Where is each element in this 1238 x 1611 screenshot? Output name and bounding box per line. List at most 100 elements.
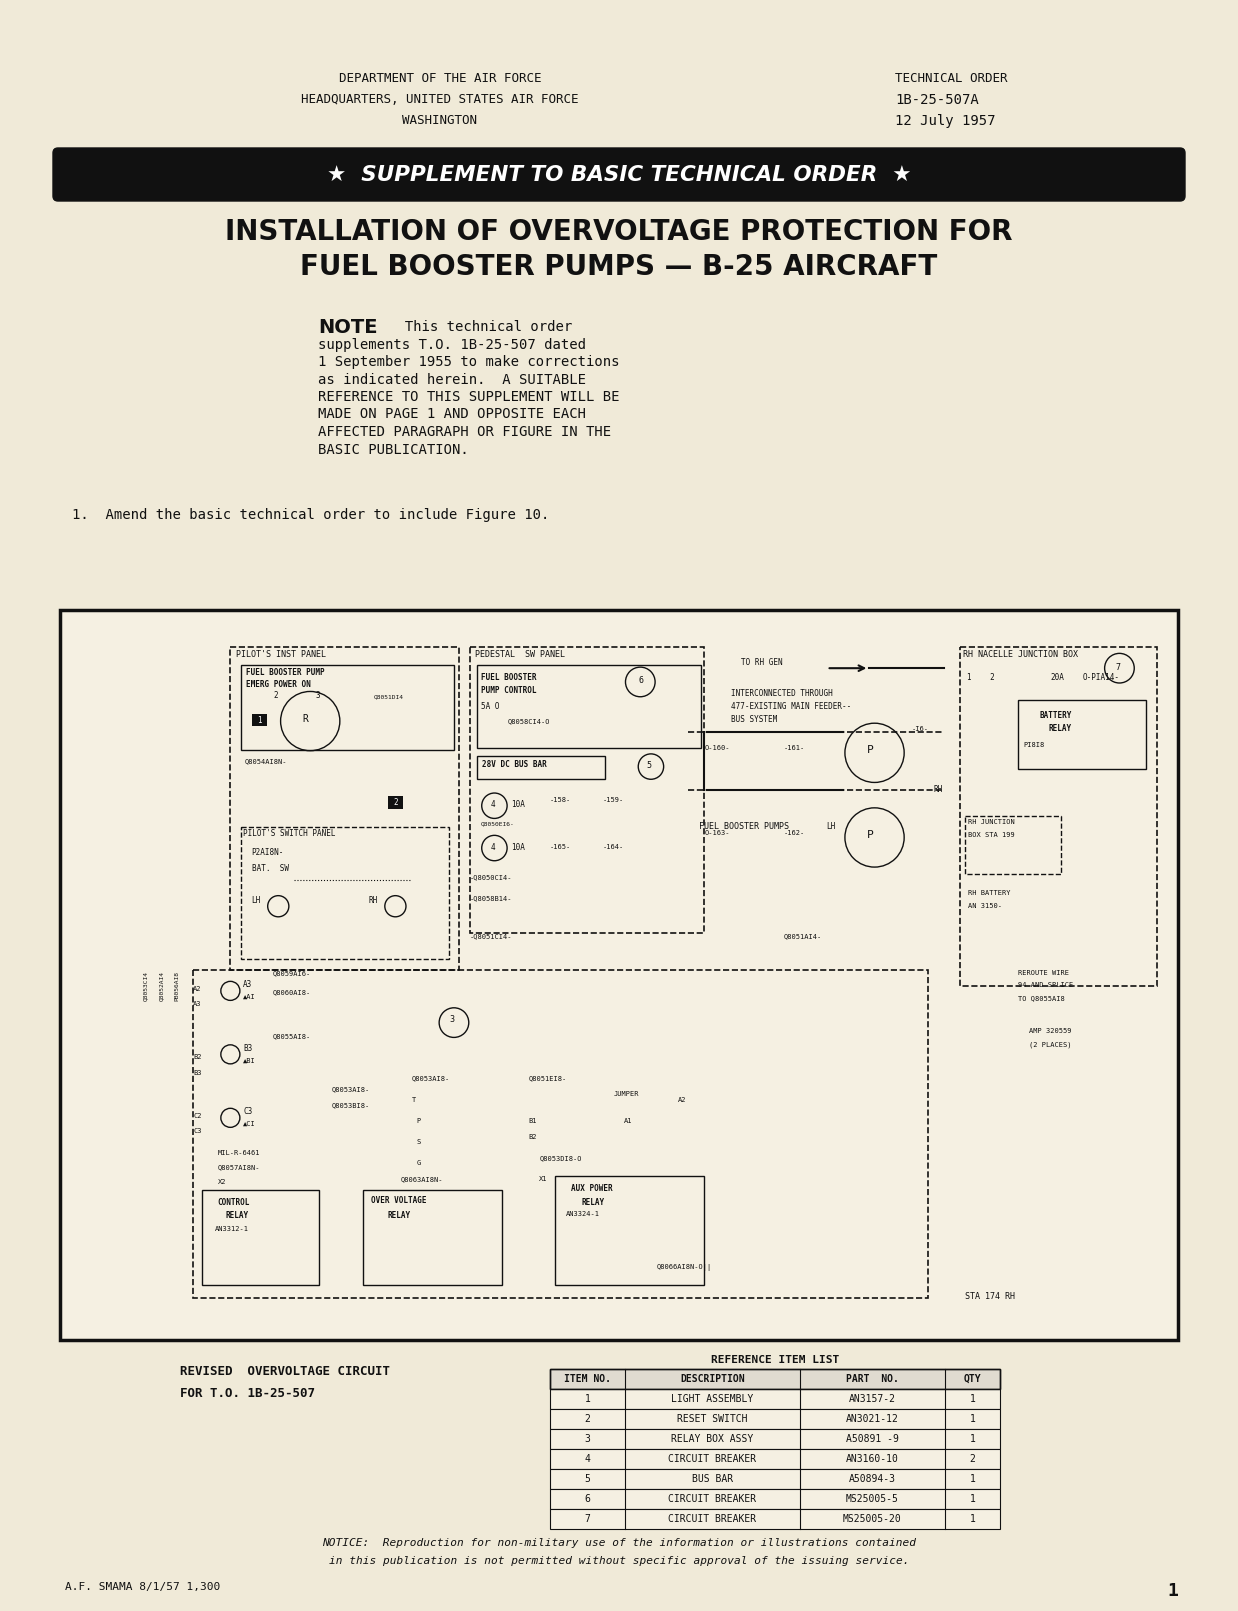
- Text: LH: LH: [827, 822, 836, 831]
- Bar: [193, 970, 927, 1298]
- Text: PEDESTAL  SW PANEL: PEDESTAL SW PANEL: [475, 651, 566, 659]
- Text: -158-: -158-: [550, 797, 571, 804]
- Text: LIGHT ASSEMBLY: LIGHT ASSEMBLY: [671, 1394, 754, 1405]
- Text: PB056AI8: PB056AI8: [175, 971, 180, 1002]
- Text: BOX STA 199: BOX STA 199: [968, 833, 1015, 838]
- Text: P: P: [867, 830, 874, 839]
- Text: FOR T.O. 1B-25-507: FOR T.O. 1B-25-507: [180, 1387, 314, 1400]
- Text: RH NACELLE JUNCTION BOX: RH NACELLE JUNCTION BOX: [963, 651, 1078, 659]
- Bar: [364, 1191, 501, 1286]
- Text: Q8050EI6-: Q8050EI6-: [480, 822, 514, 826]
- Text: JUMPER: JUMPER: [614, 1091, 639, 1097]
- Text: HEADQUARTERS, UNITED STATES AIR FORCE: HEADQUARTERS, UNITED STATES AIR FORCE: [301, 93, 578, 106]
- Text: TO RH GEN: TO RH GEN: [742, 657, 784, 667]
- Text: 1: 1: [969, 1514, 976, 1524]
- Text: 3: 3: [449, 1015, 454, 1025]
- Text: INSTALLATION OF OVERVOLTAGE PROTECTION FOR: INSTALLATION OF OVERVOLTAGE PROTECTION F…: [225, 217, 1013, 246]
- Text: AUX POWER: AUX POWER: [571, 1184, 613, 1194]
- Text: REVISED  OVERVOLTAGE CIRCUIT: REVISED OVERVOLTAGE CIRCUIT: [180, 1365, 390, 1377]
- Text: Q8052AI4: Q8052AI4: [158, 971, 163, 1002]
- Bar: [555, 1176, 704, 1286]
- Text: A3: A3: [193, 1002, 202, 1007]
- Text: CIRCUIT BREAKER: CIRCUIT BREAKER: [669, 1493, 756, 1505]
- Text: Q8053AI8-: Q8053AI8-: [411, 1076, 449, 1081]
- Text: PUMP CONTROL: PUMP CONTROL: [480, 686, 536, 696]
- Text: RESET SWITCH: RESET SWITCH: [677, 1414, 748, 1424]
- Text: -I6-: -I6-: [912, 727, 928, 733]
- Text: B3: B3: [193, 1070, 202, 1076]
- Text: X1: X1: [539, 1176, 547, 1182]
- Text: RELAY: RELAY: [387, 1211, 411, 1220]
- Text: Q8053CI4: Q8053CI4: [142, 971, 147, 1002]
- Text: AFFECTED PARAGRAPH OR FIGURE IN THE: AFFECTED PARAGRAPH OR FIGURE IN THE: [318, 425, 612, 440]
- Text: 1B-25-507A: 1B-25-507A: [895, 93, 979, 106]
- Text: ▲AI: ▲AI: [243, 994, 256, 1000]
- Bar: [387, 796, 404, 809]
- Text: RH: RH: [933, 785, 942, 794]
- Bar: [550, 1369, 1000, 1389]
- Text: B2: B2: [529, 1134, 537, 1139]
- Text: 3: 3: [316, 691, 321, 701]
- Text: RELAY BOX ASSY: RELAY BOX ASSY: [671, 1434, 754, 1443]
- Text: 1: 1: [969, 1434, 976, 1443]
- Text: Q8053BI8-: Q8053BI8-: [332, 1102, 370, 1108]
- Text: -165-: -165-: [550, 844, 571, 851]
- Text: Q8060AI8-: Q8060AI8-: [272, 989, 311, 994]
- Text: PART  NO.: PART NO.: [846, 1374, 899, 1384]
- Text: RELAY: RELAY: [1049, 725, 1071, 733]
- Text: TO Q8055AI8: TO Q8055AI8: [1019, 996, 1065, 1000]
- Text: CIRCUIT BREAKER: CIRCUIT BREAKER: [669, 1455, 756, 1464]
- Text: O-160-: O-160-: [704, 746, 729, 751]
- Text: AN3160-10: AN3160-10: [846, 1455, 899, 1464]
- Text: AMP 320559: AMP 320559: [1029, 1028, 1071, 1034]
- Text: -Q8050CI4-: -Q8050CI4-: [470, 875, 513, 881]
- Text: MADE ON PAGE 1 AND OPPOSITE EACH: MADE ON PAGE 1 AND OPPOSITE EACH: [318, 408, 586, 422]
- Text: -Q8058B14-: -Q8058B14-: [470, 896, 513, 902]
- Text: R: R: [303, 714, 308, 723]
- Text: 5A O: 5A O: [480, 702, 499, 710]
- Text: QTY: QTY: [963, 1374, 982, 1384]
- Text: 1: 1: [969, 1414, 976, 1424]
- Text: X2: X2: [218, 1179, 227, 1186]
- Text: DESCRIPTION: DESCRIPTION: [680, 1374, 745, 1384]
- Text: 4: 4: [584, 1455, 591, 1464]
- Text: (2 PLACES): (2 PLACES): [1029, 1042, 1071, 1049]
- Text: MIL-R-6461: MIL-R-6461: [218, 1150, 260, 1155]
- Text: O-163-: O-163-: [704, 830, 729, 836]
- Text: S: S: [417, 1139, 421, 1145]
- Text: RH BATTERY: RH BATTERY: [968, 891, 1010, 896]
- Text: O-PIA14-: O-PIA14-: [1082, 673, 1119, 683]
- Text: 94 AND SPLICE: 94 AND SPLICE: [1019, 983, 1073, 989]
- Text: C3: C3: [193, 1128, 202, 1134]
- Text: 2: 2: [584, 1414, 591, 1424]
- Text: 20A: 20A: [1050, 673, 1065, 683]
- Text: B1: B1: [529, 1118, 537, 1124]
- Text: CIRCUIT BREAKER: CIRCUIT BREAKER: [669, 1514, 756, 1524]
- Bar: [550, 1429, 1000, 1448]
- Bar: [470, 648, 704, 933]
- Text: PILOT'S SWITCH PANEL: PILOT'S SWITCH PANEL: [243, 830, 335, 838]
- Text: TECHNICAL ORDER: TECHNICAL ORDER: [895, 72, 1008, 85]
- Text: A3: A3: [243, 979, 253, 989]
- Text: Q8058CI4-O: Q8058CI4-O: [508, 719, 550, 723]
- Text: Q8063AI8N-: Q8063AI8N-: [401, 1176, 443, 1182]
- Text: A50894-3: A50894-3: [849, 1474, 896, 1484]
- Text: STA 174 RH: STA 174 RH: [966, 1292, 1015, 1302]
- Text: -Q8051CI4-: -Q8051CI4-: [470, 933, 513, 939]
- FancyBboxPatch shape: [53, 148, 1185, 201]
- Text: 1    2: 1 2: [967, 673, 995, 683]
- Text: NOTICE:  Reproduction for non-military use of the information or illustrations c: NOTICE: Reproduction for non-military us…: [322, 1539, 916, 1548]
- Text: PILOT'S INST PANEL: PILOT'S INST PANEL: [235, 651, 326, 659]
- Text: AN3157-2: AN3157-2: [849, 1394, 896, 1405]
- Text: FUEL BOOSTER: FUEL BOOSTER: [480, 673, 536, 683]
- Text: FUEL BOOSTER PUMP: FUEL BOOSTER PUMP: [246, 669, 324, 677]
- Text: -161-: -161-: [784, 746, 805, 751]
- Text: P: P: [867, 746, 874, 756]
- Text: Q8053AI8-: Q8053AI8-: [332, 1086, 370, 1092]
- Text: ▲BI: ▲BI: [243, 1057, 256, 1063]
- Text: 1: 1: [969, 1493, 976, 1505]
- Text: 2: 2: [394, 797, 397, 807]
- Bar: [550, 1510, 1000, 1529]
- Text: 4: 4: [490, 801, 495, 809]
- Text: 1 September 1955 to make corrections: 1 September 1955 to make corrections: [318, 354, 619, 369]
